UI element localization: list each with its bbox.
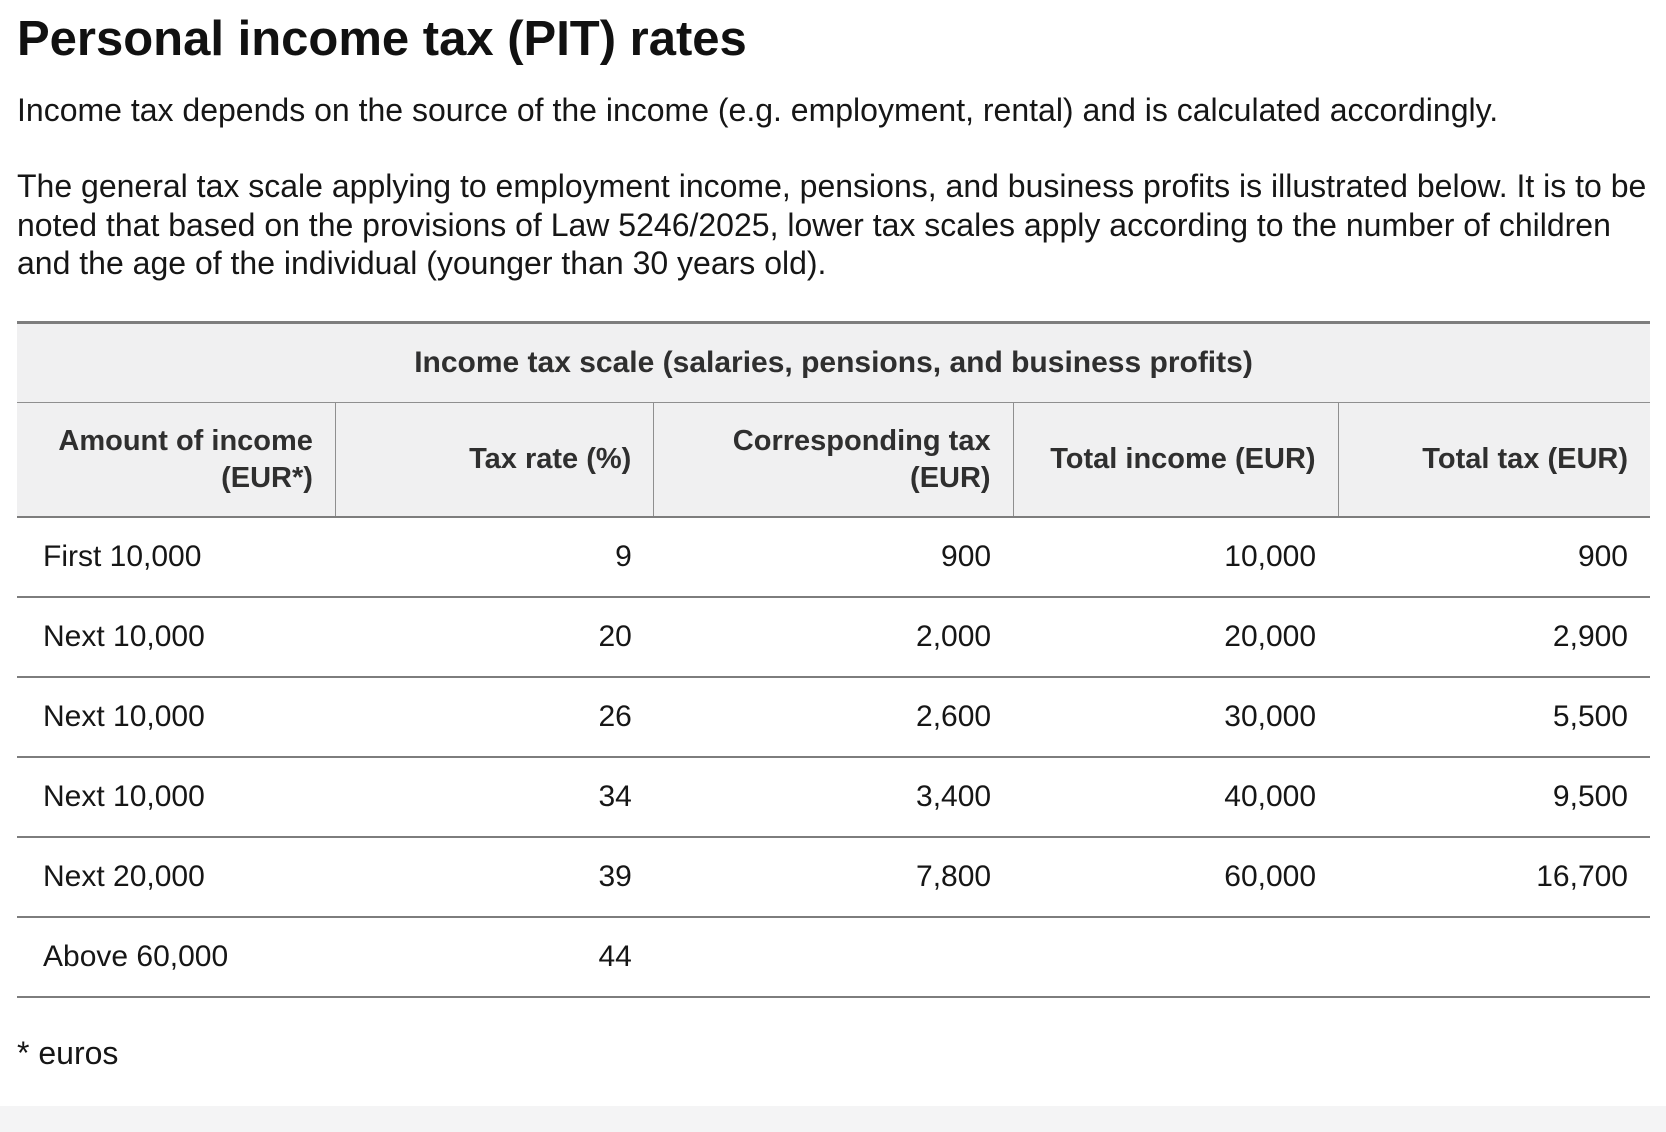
table-row: Next 10,000 20 2,000 20,000 2,900 [17, 597, 1650, 679]
table-cell: 900 [1338, 517, 1650, 599]
table-cell: 60,000 [1013, 837, 1339, 919]
table-cell: Next 10,000 [17, 677, 336, 759]
table-cell: Next 10,000 [17, 597, 336, 679]
table-cell: 2,900 [1338, 597, 1650, 679]
table-cell: 5,500 [1338, 677, 1650, 759]
table-caption-row: Income tax scale (salaries, pensions, an… [17, 322, 1650, 403]
table-cell: Above 60,000 [17, 917, 336, 999]
document: Personal income tax (PIT) rates Income t… [17, 12, 1650, 1072]
page-title: Personal income tax (PIT) rates [17, 12, 747, 66]
table-cell: 40,000 [1013, 757, 1339, 839]
table-cell: Next 20,000 [17, 837, 336, 919]
tax-scale-paragraph: The general tax scale applying to employ… [17, 168, 1647, 282]
column-header: Corresponding tax (EUR) [653, 402, 1014, 519]
table-cell: 900 [653, 517, 1014, 599]
table-cell: 9,500 [1338, 757, 1650, 839]
table-cell: 3,400 [653, 757, 1014, 839]
table-cell: First 10,000 [17, 517, 336, 599]
table-row: Next 10,000 34 3,400 40,000 9,500 [17, 757, 1650, 839]
table-cell: 9 [335, 517, 654, 599]
column-header: Tax rate (%) [334, 402, 654, 519]
table-cell: 2,600 [653, 677, 1014, 759]
table-row: Next 20,000 39 7,800 60,000 16,700 [17, 837, 1650, 919]
table-head: Income tax scale (salaries, pensions, an… [17, 322, 1650, 519]
table-cell: 7,800 [653, 837, 1014, 919]
table-cell [653, 917, 1014, 999]
table-cell: 20,000 [1013, 597, 1339, 679]
table-row: Next 10,000 26 2,600 30,000 5,500 [17, 677, 1650, 759]
table-cell: 44 [335, 917, 654, 999]
table-cell: 10,000 [1013, 517, 1339, 599]
column-header: Amount of income (EUR*) [17, 402, 336, 519]
table-cell: 39 [335, 837, 654, 919]
table-cell: 26 [335, 677, 654, 759]
table-cell: 30,000 [1013, 677, 1339, 759]
table-caption: Income tax scale (salaries, pensions, an… [17, 322, 1650, 403]
table-cell: 16,700 [1338, 837, 1650, 919]
income-tax-table: Income tax scale (salaries, pensions, an… [17, 320, 1650, 999]
footer-band [0, 1106, 1666, 1132]
table-cell: 2,000 [653, 597, 1014, 679]
footnote: * euros [17, 1035, 119, 1072]
table-cell [1338, 917, 1650, 999]
table-cell: 20 [335, 597, 654, 679]
intro-paragraph: Income tax depends on the source of the … [17, 91, 1499, 128]
table-row: First 10,000 9 900 10,000 900 [17, 517, 1650, 599]
table-body: First 10,000 9 900 10,000 900 Next 10,000 20 2,… [17, 517, 1650, 999]
table-cell: 34 [335, 757, 654, 839]
table-cell [1013, 917, 1339, 999]
column-header: Total tax (EUR) [1337, 402, 1650, 519]
table-row: Above 60,000 44 [17, 917, 1650, 999]
table-header-row: Amount of income (EUR*) Tax rate (%) Corres… [17, 402, 1650, 519]
column-header: Total income (EUR) [1012, 402, 1339, 519]
table-cell: Next 10,000 [17, 757, 336, 839]
